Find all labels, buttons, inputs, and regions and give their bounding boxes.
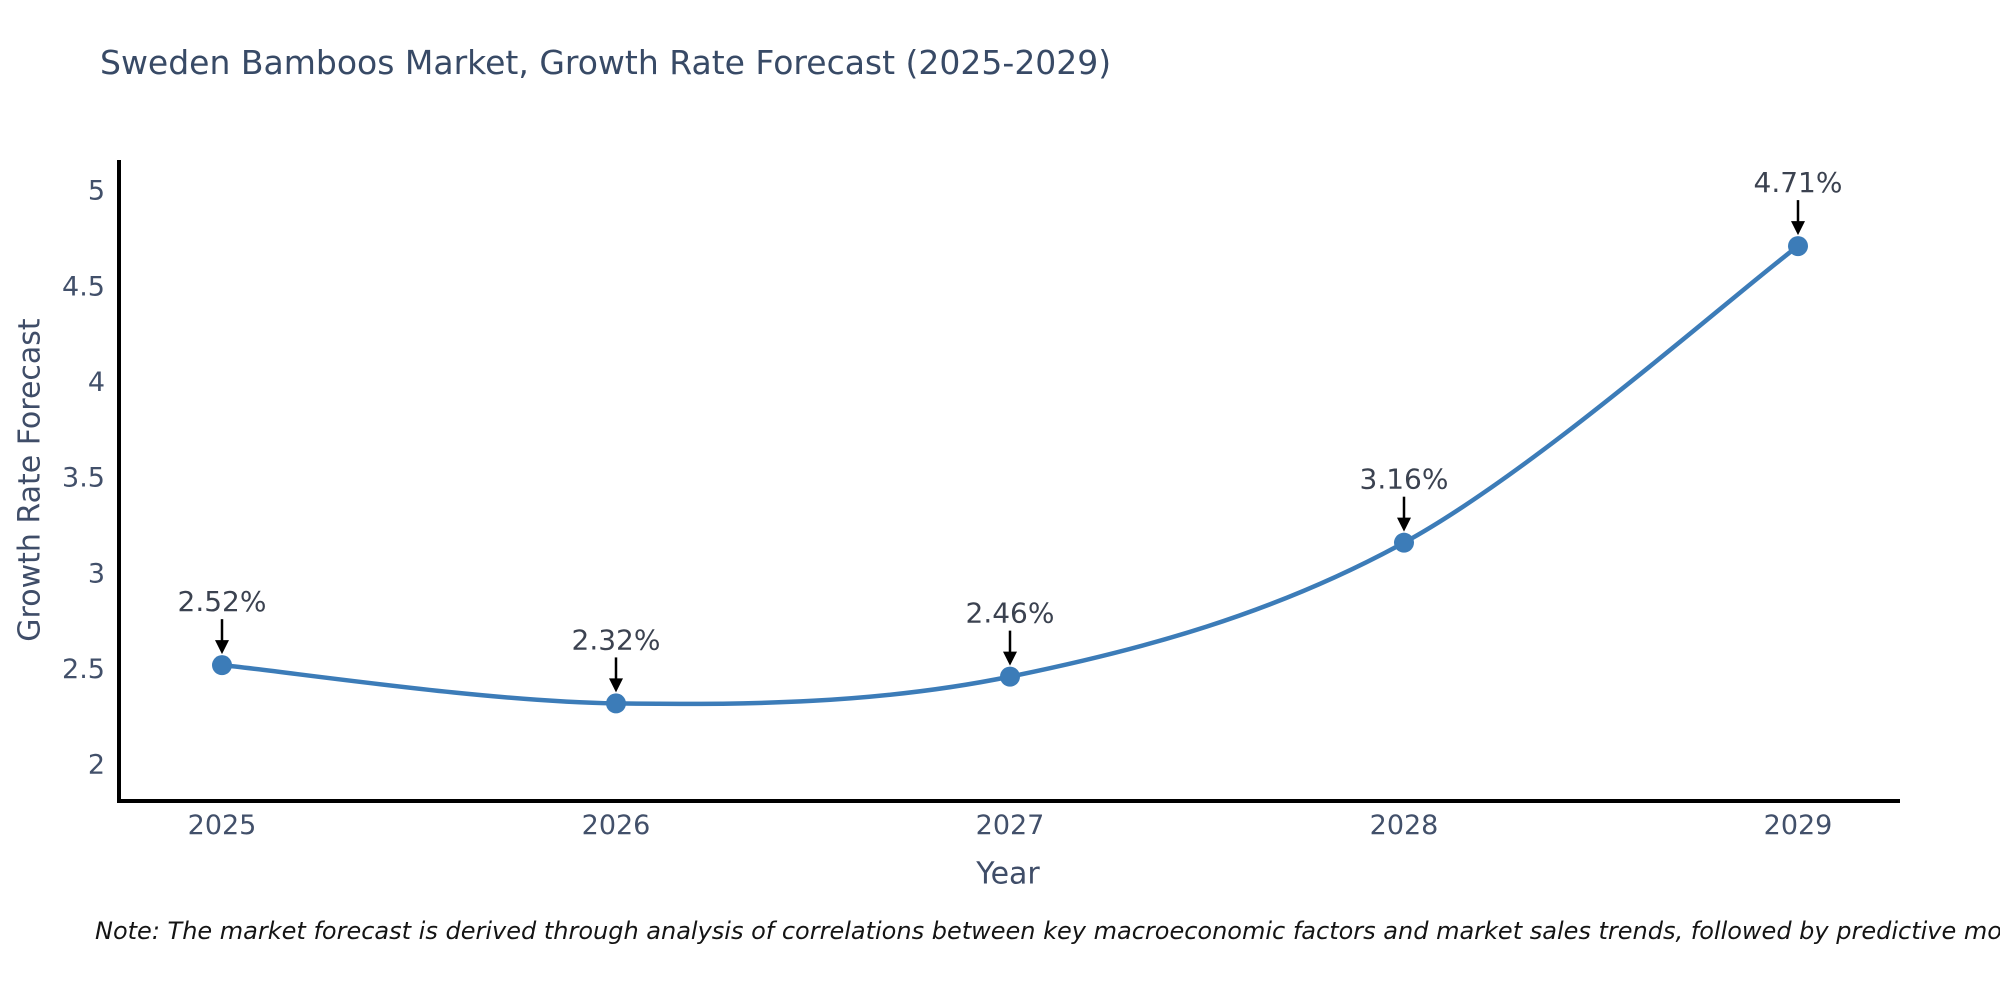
data-point-marker [212,655,232,676]
y-tick-label: 3.5 [62,463,105,494]
y-tick-label: 5 [88,176,105,207]
chart-title: Sweden Bamboos Market, Growth Rate Forec… [100,43,1112,82]
data-point-marker [1000,666,1020,687]
y-tick-label: 4 [88,367,105,398]
x-tick-label: 2028 [1370,810,1439,841]
x-tick-label: 2025 [188,810,257,841]
data-point-label: 2.46% [966,597,1055,630]
data-point-marker [1394,532,1414,553]
annotation-arrow-head-icon [1003,651,1017,666]
y-tick-label: 2.5 [62,654,105,685]
y-tick-label: 3 [88,558,105,589]
annotation-arrow-head-icon [215,640,229,655]
x-tick-label: 2026 [582,810,651,841]
data-point-label: 2.32% [572,623,661,656]
data-point-marker [606,693,626,714]
axis-lines [117,160,1900,803]
data-point-label: 4.71% [1754,166,1843,199]
data-point-label: 2.52% [178,585,267,618]
y-axis-title: Growth Rate Forecast [12,318,48,642]
data-point-marker [1788,236,1808,257]
x-axis-title: Year [976,856,1040,892]
data-point-label: 3.16% [1360,463,1449,496]
annotation-arrow-head-icon [1397,517,1411,532]
y-tick-label: 2 [88,750,105,781]
annotation-arrow-head-icon [609,678,623,693]
annotation-arrow-head-icon [1791,221,1805,236]
y-tick-label: 4.5 [62,271,105,302]
x-tick-label: 2029 [1764,810,1833,841]
x-tick-label: 2027 [976,810,1045,841]
footnote: Note: The market forecast is derived thr… [95,917,2000,945]
line-series-path [219,243,1801,707]
